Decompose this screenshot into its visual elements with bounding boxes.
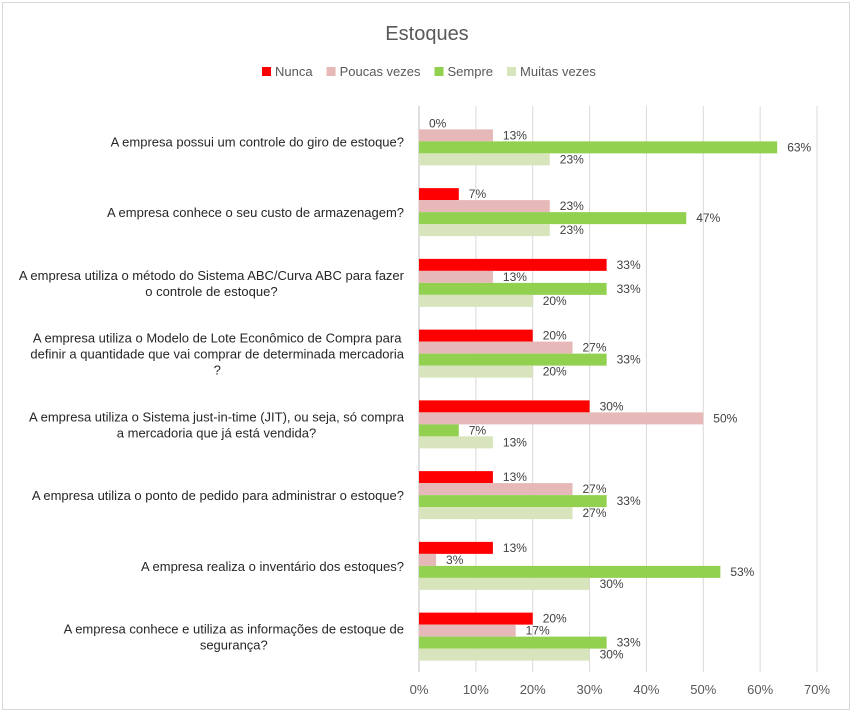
bar	[419, 412, 704, 425]
bars: 0% 13% 63% 23% 7% 23% 47% 23% 33% 13% 33% 20% 20% 27%…	[419, 116, 812, 662]
bar	[419, 282, 607, 295]
bar	[419, 258, 607, 271]
data-label: 17%	[526, 624, 550, 638]
data-label: 33%	[617, 353, 641, 367]
category-labels: A empresa possui um controle do giro de …	[19, 134, 405, 652]
data-label: 20%	[543, 365, 567, 379]
category-label: A empresa utiliza o Sistema just-in-time…	[29, 409, 405, 424]
legend-entry: Poucas vezes	[340, 64, 421, 79]
category-label: A empresa conhece e utiliza as informaçõ…	[64, 622, 404, 637]
category-label: A empresa utiliza o método do Sistema AB…	[19, 268, 405, 283]
data-label: 3%	[446, 553, 464, 567]
x-tick-label: 10%	[463, 682, 489, 697]
bar	[419, 270, 493, 283]
data-label: 33%	[617, 282, 641, 296]
bar	[419, 483, 573, 496]
data-label: 13%	[503, 470, 527, 484]
category-label: ?	[214, 363, 221, 378]
legend-swatch	[434, 67, 444, 76]
x-tick-label: 30%	[577, 682, 603, 697]
bar	[419, 471, 493, 484]
bar	[419, 329, 533, 342]
data-label: 13%	[503, 128, 527, 142]
bar	[419, 341, 573, 354]
bar	[419, 200, 550, 213]
bar	[419, 294, 533, 307]
data-label: 13%	[503, 270, 527, 284]
category-label: A empresa utiliza o ponto de pedido para…	[32, 488, 404, 503]
category-label: A empresa realiza o inventário dos estoq…	[141, 559, 404, 574]
data-label: 50%	[713, 411, 737, 425]
bar	[419, 400, 590, 413]
x-tick-label: 0%	[410, 682, 429, 697]
data-label: 0%	[429, 116, 447, 130]
data-label: 33%	[617, 258, 641, 272]
data-label: 13%	[503, 541, 527, 555]
bar	[419, 188, 459, 201]
data-label: 63%	[787, 140, 811, 154]
data-label: 27%	[583, 482, 607, 496]
data-label: 7%	[469, 423, 487, 437]
bar	[419, 577, 590, 590]
x-tick-label: 50%	[690, 682, 716, 697]
data-label: 30%	[600, 399, 624, 413]
data-label: 13%	[503, 435, 527, 449]
category-label: A empresa utiliza o Modelo de Lote Econô…	[33, 331, 402, 346]
legend-entry: Sempre	[448, 64, 494, 79]
data-label: 27%	[583, 341, 607, 355]
chart-title: Estoques	[385, 23, 468, 45]
bar	[419, 153, 550, 166]
bar	[419, 553, 437, 566]
data-label: 7%	[469, 187, 487, 201]
data-label: 33%	[617, 636, 641, 650]
category-label: o controle de estoque?	[145, 284, 277, 299]
data-label: 23%	[560, 199, 584, 213]
data-label: 20%	[543, 329, 567, 343]
bar	[419, 365, 533, 378]
data-label: 33%	[617, 494, 641, 508]
bar	[419, 541, 493, 554]
bar	[419, 129, 493, 142]
data-label: 30%	[600, 577, 624, 591]
data-label: 27%	[583, 506, 607, 520]
category-label: definir a quantidade que vai comprar de …	[30, 347, 404, 362]
bar	[419, 612, 533, 625]
x-tick-labels: 0% 10% 20% 30% 40% 50% 60% 70%	[410, 682, 831, 697]
bar	[419, 436, 493, 449]
bar	[419, 507, 573, 520]
category-label: A empresa conhece o seu custo de armazen…	[107, 205, 404, 220]
data-label: 53%	[730, 565, 754, 579]
bar	[419, 648, 590, 661]
legend: Nunca Poucas vezes Sempre Muitas vezes	[262, 64, 596, 79]
legend-swatch	[507, 67, 517, 76]
data-label: 30%	[600, 648, 624, 662]
legend-entry: Muitas vezes	[520, 64, 596, 79]
legend-entry: Nunca	[275, 64, 313, 79]
bar	[419, 224, 550, 237]
x-tick-label: 40%	[633, 682, 659, 697]
bar	[419, 212, 687, 225]
data-label: 23%	[560, 152, 584, 166]
x-tick-label: 20%	[520, 682, 546, 697]
bar	[419, 636, 607, 649]
bar	[419, 141, 778, 154]
data-label: 23%	[560, 223, 584, 237]
bar	[419, 565, 721, 578]
category-label: A empresa possui um controle do giro de …	[111, 134, 404, 149]
data-label: 20%	[543, 294, 567, 308]
data-label: 20%	[543, 612, 567, 626]
x-tick-label: 70%	[804, 682, 830, 697]
data-label: 47%	[696, 211, 720, 225]
legend-swatch	[326, 67, 336, 76]
category-label: a mercadoria que já está vendida?	[117, 425, 316, 440]
bar	[419, 353, 607, 366]
x-tick-label: 60%	[747, 682, 773, 697]
legend-swatch	[262, 67, 271, 76]
bar	[419, 624, 516, 637]
bar	[419, 495, 607, 508]
bar	[419, 424, 459, 437]
category-label: segurança?	[200, 638, 268, 653]
